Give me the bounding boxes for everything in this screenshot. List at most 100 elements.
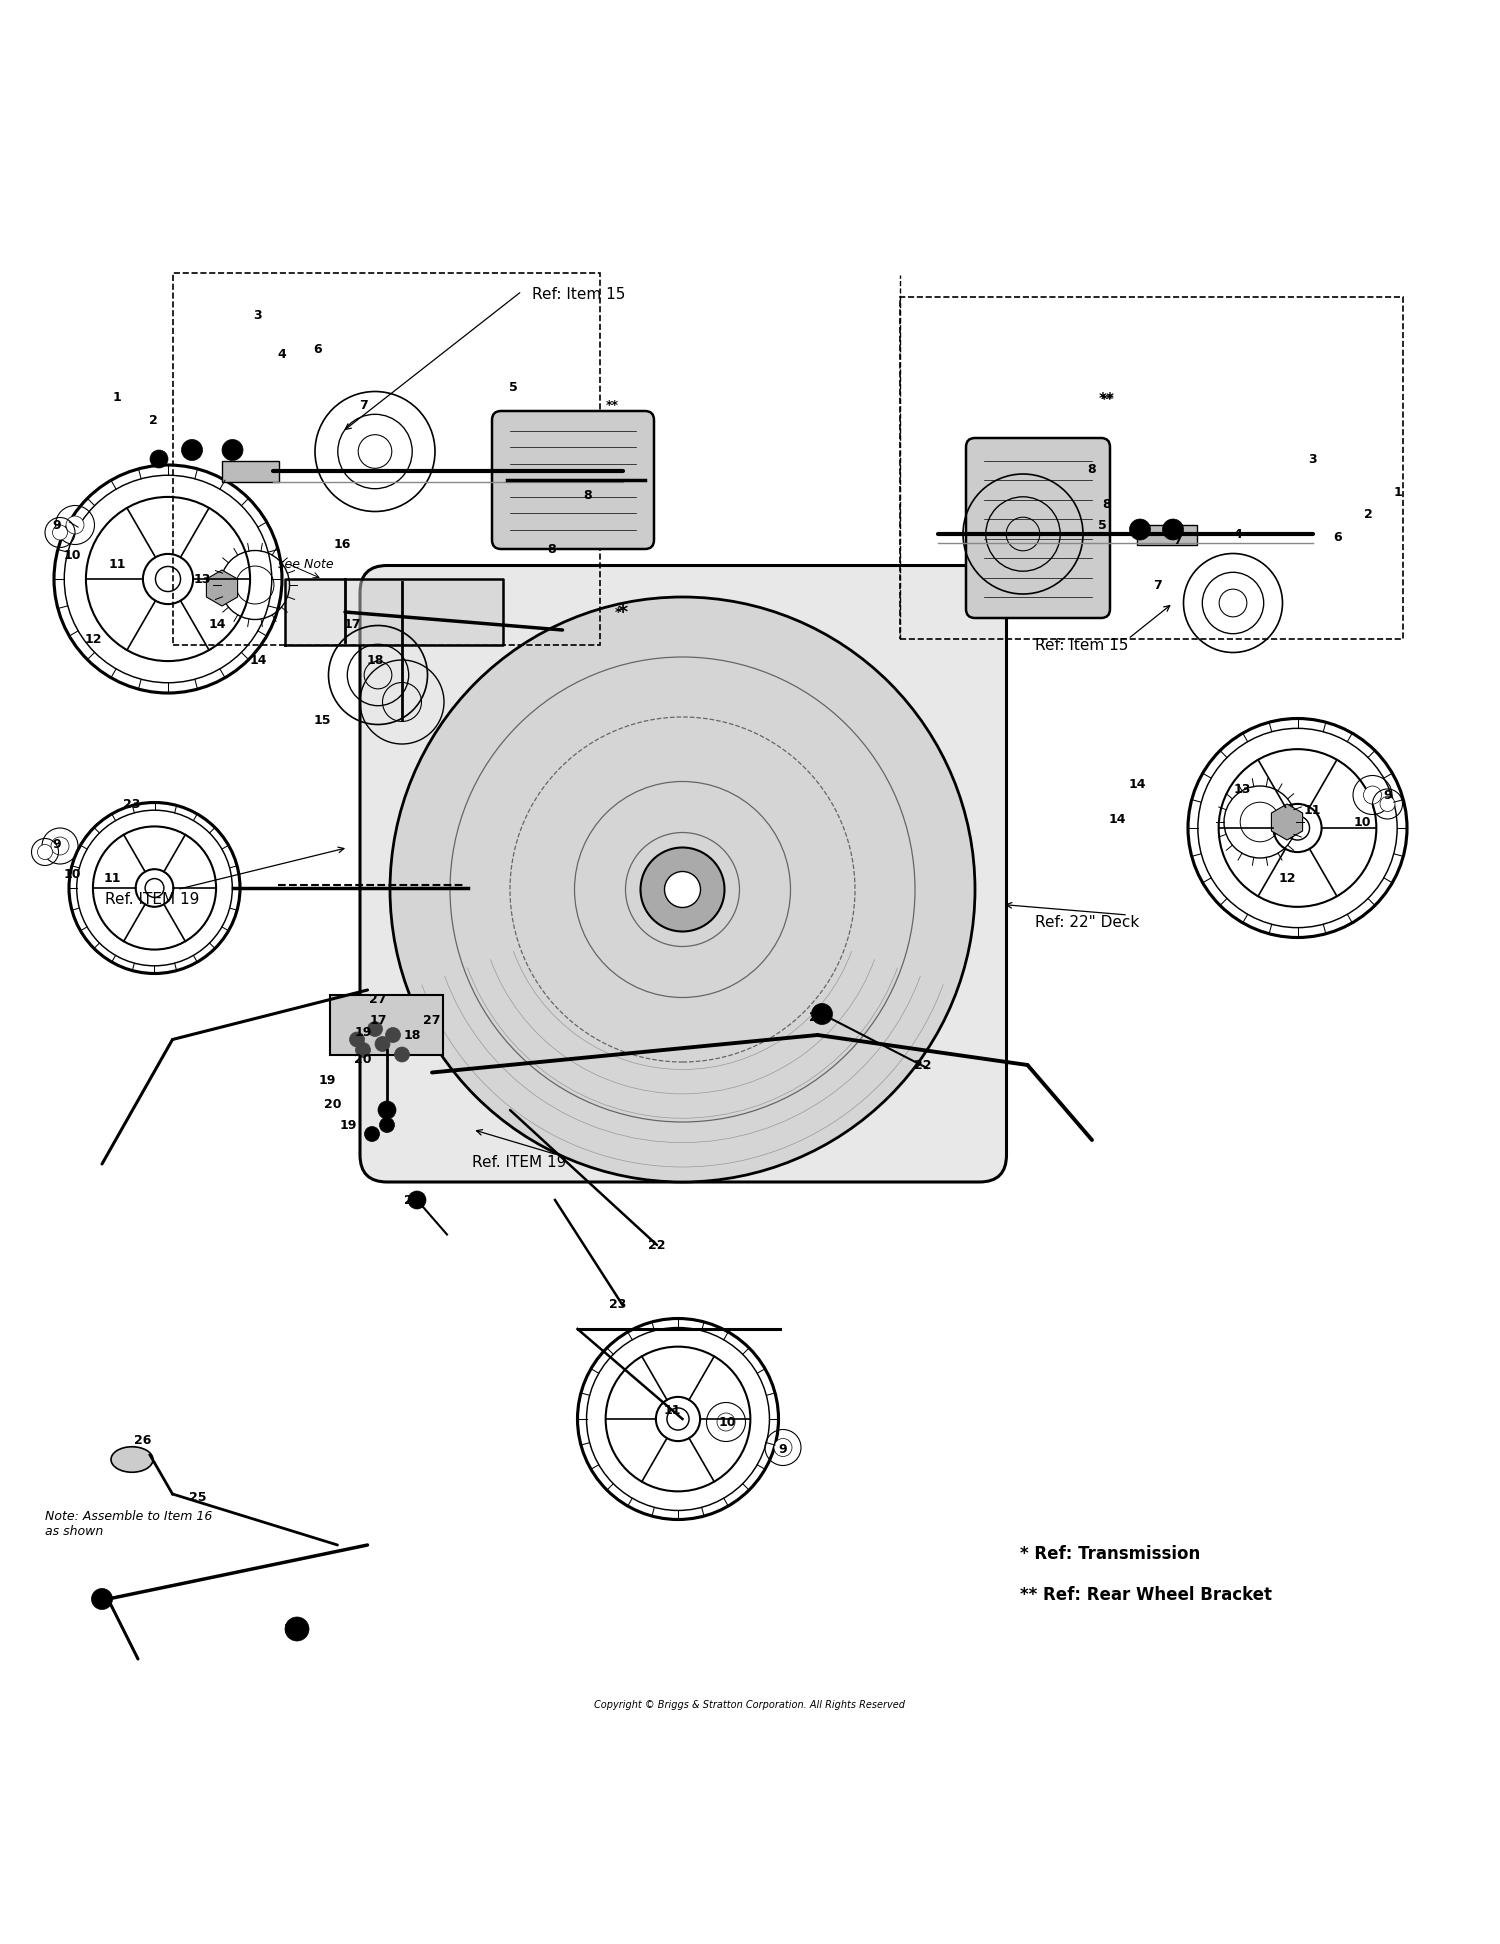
Circle shape — [222, 439, 243, 461]
Text: 5: 5 — [1098, 519, 1107, 531]
Text: 10: 10 — [1353, 815, 1371, 828]
Text: **: ** — [606, 399, 618, 412]
Text: Copyright © Briggs & Stratton Corporation. All Rights Reserved: Copyright © Briggs & Stratton Corporatio… — [594, 1699, 906, 1711]
Circle shape — [1130, 519, 1150, 540]
Text: 7: 7 — [358, 399, 368, 412]
Bar — [900, 297, 1402, 640]
Text: 12: 12 — [84, 632, 102, 645]
Text: *: * — [615, 605, 621, 618]
Text: **: ** — [1100, 391, 1114, 406]
Circle shape — [774, 1439, 792, 1456]
Bar — [1137, 525, 1197, 544]
Polygon shape — [285, 579, 502, 645]
Text: 20: 20 — [284, 1623, 302, 1635]
Circle shape — [92, 1588, 112, 1610]
Text: 18: 18 — [366, 653, 384, 667]
Text: 9: 9 — [1383, 789, 1392, 801]
Text: 3: 3 — [1308, 453, 1317, 465]
Circle shape — [368, 1021, 382, 1036]
Text: 13: 13 — [1233, 783, 1251, 795]
Circle shape — [1364, 785, 1382, 805]
Text: 16: 16 — [333, 538, 351, 550]
Text: *: * — [618, 603, 627, 622]
Text: 5: 5 — [509, 381, 518, 393]
FancyBboxPatch shape — [966, 437, 1110, 618]
Text: 8: 8 — [1102, 498, 1112, 511]
Text: 6: 6 — [314, 342, 322, 356]
FancyBboxPatch shape — [492, 410, 654, 548]
Circle shape — [350, 1032, 364, 1048]
Circle shape — [51, 838, 69, 855]
Text: 14: 14 — [1128, 778, 1146, 791]
Text: 10: 10 — [718, 1415, 736, 1429]
Circle shape — [390, 597, 975, 1182]
Text: 12: 12 — [1278, 873, 1296, 886]
Bar — [330, 995, 442, 1054]
Circle shape — [356, 1042, 370, 1058]
Text: 7: 7 — [1154, 579, 1162, 591]
Circle shape — [1162, 519, 1184, 540]
Circle shape — [1380, 797, 1395, 811]
Circle shape — [364, 1126, 380, 1141]
Text: 4: 4 — [1233, 527, 1242, 540]
Text: 11: 11 — [104, 873, 122, 886]
Circle shape — [408, 1192, 426, 1209]
Text: 14: 14 — [209, 618, 226, 630]
Text: **: ** — [1101, 393, 1113, 406]
Text: 11: 11 — [663, 1404, 681, 1417]
Text: 23: 23 — [609, 1299, 627, 1312]
Text: 1: 1 — [112, 391, 122, 404]
Text: 17: 17 — [344, 618, 362, 630]
Text: Ref: Item 15: Ref: Item 15 — [532, 286, 626, 301]
Ellipse shape — [111, 1446, 153, 1472]
Text: 21: 21 — [808, 1011, 826, 1023]
Text: 23: 23 — [123, 797, 141, 811]
Circle shape — [717, 1413, 735, 1431]
Text: 20: 20 — [324, 1098, 342, 1110]
Text: 8: 8 — [548, 542, 556, 556]
Text: 11: 11 — [1304, 803, 1322, 816]
Circle shape — [640, 848, 724, 931]
Text: 10: 10 — [63, 869, 81, 881]
Text: see Note: see Note — [278, 558, 333, 570]
Circle shape — [394, 1048, 410, 1061]
Circle shape — [150, 449, 168, 469]
Text: 19: 19 — [354, 1026, 372, 1038]
Text: 14: 14 — [249, 653, 267, 667]
Text: 22: 22 — [648, 1238, 666, 1252]
Text: Ref: 22" Deck: Ref: 22" Deck — [1035, 916, 1140, 929]
Text: 2: 2 — [1364, 507, 1372, 521]
FancyBboxPatch shape — [360, 566, 1007, 1182]
Text: 8: 8 — [1088, 463, 1096, 476]
Circle shape — [812, 1003, 832, 1024]
Text: 9: 9 — [53, 519, 62, 531]
Circle shape — [182, 439, 203, 461]
Text: Ref. ITEM 19: Ref. ITEM 19 — [472, 1155, 567, 1170]
Text: Note: Assemble to Item 16
as shown: Note: Assemble to Item 16 as shown — [45, 1510, 213, 1538]
Text: 7: 7 — [1173, 533, 1182, 546]
Circle shape — [380, 1118, 394, 1133]
Text: 9: 9 — [53, 838, 62, 851]
Text: 1: 1 — [1394, 486, 1402, 498]
Text: Ref: Item 15: Ref: Item 15 — [1035, 638, 1128, 653]
Text: Ref. ITEM 19: Ref. ITEM 19 — [105, 892, 200, 908]
Circle shape — [66, 515, 84, 535]
Text: 2: 2 — [148, 414, 158, 426]
Text: 9: 9 — [778, 1442, 788, 1456]
Circle shape — [53, 525, 68, 540]
Text: 19: 19 — [318, 1073, 336, 1087]
Text: 27: 27 — [423, 1013, 441, 1026]
Text: 6: 6 — [1334, 531, 1342, 544]
Text: 19: 19 — [339, 1118, 357, 1131]
Text: * Ref: Transmission: * Ref: Transmission — [1020, 1545, 1200, 1563]
Text: 3: 3 — [254, 309, 262, 321]
Text: 17: 17 — [369, 1013, 387, 1026]
Text: 27: 27 — [369, 993, 387, 1005]
Text: 25: 25 — [189, 1491, 207, 1503]
Text: 20: 20 — [354, 1052, 372, 1065]
Bar — [172, 272, 600, 645]
Text: 15: 15 — [314, 713, 332, 727]
Text: 13: 13 — [194, 572, 211, 585]
Text: ** Ref: Rear Wheel Bracket: ** Ref: Rear Wheel Bracket — [1020, 1586, 1272, 1604]
Text: 10: 10 — [63, 548, 81, 562]
